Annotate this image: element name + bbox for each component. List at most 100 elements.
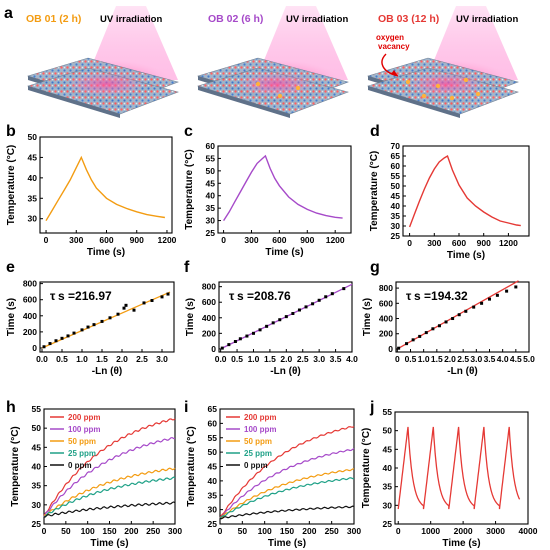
legend-label: 0 ppm bbox=[244, 461, 268, 470]
chart-e: e 0.0 0.5 1.0 1.5 2.0 2.5 3.0 0 200 400 600 800 -Ln (… bbox=[6, 259, 175, 377]
x-tick-label: 3.5 bbox=[330, 354, 342, 364]
x-tick-label: 900 bbox=[130, 235, 144, 245]
x-tick-label: 4.5 bbox=[510, 354, 522, 364]
x-tick-label: 300 bbox=[347, 526, 361, 536]
oxygen-vacancy-dot bbox=[421, 93, 427, 99]
x-tick-label: 100 bbox=[81, 526, 95, 536]
x-tick-label: 1200 bbox=[158, 235, 177, 245]
y-tick-label: 600 bbox=[23, 295, 37, 305]
x-tick-label: 1200 bbox=[326, 235, 345, 245]
x-tick-label: 1200 bbox=[499, 238, 518, 248]
x-tick-label: 0 bbox=[221, 235, 226, 245]
y-tick-label: 50 bbox=[383, 426, 393, 436]
oxygen-vacancy-dot bbox=[277, 93, 283, 99]
panel-label-c: c bbox=[184, 123, 193, 140]
y-tick-label: 25 bbox=[383, 519, 393, 529]
x-tick-label: 1.5 bbox=[264, 354, 276, 364]
panel-label-j: j bbox=[369, 399, 374, 416]
y-tick-label: 50 bbox=[206, 166, 216, 176]
oxygen-vacancy-dot bbox=[463, 77, 469, 83]
lattice-edge bbox=[28, 86, 120, 118]
y-tick-label: 60 bbox=[391, 161, 401, 171]
data-point bbox=[258, 328, 262, 332]
x-tick-label: 1000 bbox=[421, 526, 440, 536]
x-tick-label: 3.5 bbox=[484, 354, 496, 364]
uv-spot bbox=[406, 72, 486, 96]
x-tick-label: 50 bbox=[238, 526, 248, 536]
y-tick-label: 800 bbox=[23, 279, 37, 289]
data-point bbox=[124, 303, 128, 307]
chart-g: g 0 0.5 1.0 1.5 2.0 2.5 3.0 3.5 4.0 4.5 5.0 0 200 400 6… bbox=[362, 259, 535, 377]
legend-label: 50 ppm bbox=[68, 437, 96, 446]
uv-label-3: UV irradiation bbox=[456, 14, 518, 25]
y-tick-label: 30 bbox=[206, 216, 216, 226]
x-axis-label: Time (s) bbox=[442, 538, 480, 549]
oxygen-vacancy-dot bbox=[475, 91, 481, 97]
x-tick-label: 150 bbox=[280, 526, 294, 536]
x-tick-label: 150 bbox=[102, 526, 116, 536]
x-tick-label: 2.0 bbox=[116, 354, 128, 364]
x-tick-label: 3.0 bbox=[156, 354, 168, 364]
x-tick-label: 0 bbox=[407, 238, 412, 248]
x-tick-label: 100 bbox=[258, 526, 272, 536]
y-tick-label: 40 bbox=[208, 476, 218, 486]
oxygen-vacancy-dot bbox=[435, 83, 441, 89]
x-tick-label: 2000 bbox=[454, 526, 473, 536]
y-tick-label: 60 bbox=[208, 418, 218, 428]
x-tick-label: 300 bbox=[244, 235, 258, 245]
data-point bbox=[42, 345, 46, 349]
data-point bbox=[424, 331, 428, 335]
y-tick-label: 40 bbox=[206, 191, 216, 201]
series-50-ppm bbox=[43, 467, 176, 516]
x-tick-label: 250 bbox=[325, 526, 339, 536]
annotation-vacancy: vacancy bbox=[378, 42, 410, 51]
slab-illustration-2 bbox=[196, 6, 349, 118]
x-tick-label: 250 bbox=[146, 526, 160, 536]
panel-label-a: a bbox=[4, 5, 13, 22]
x-tick-label: 900 bbox=[477, 238, 491, 248]
legend-label: 50 ppm bbox=[244, 437, 272, 446]
chart-h: h 0 50 100 150 200 250 300 25 30 35 40 45 50 55 Time (s… bbox=[6, 399, 182, 549]
data-point bbox=[271, 321, 275, 325]
series-line bbox=[45, 155, 166, 222]
y-tick-label: 30 bbox=[391, 221, 401, 231]
chart-f: f 0.0 0.5 1.0 1.5 2.0 2.5 3.0 3.5 4.0 0 200 400 600 80… bbox=[184, 259, 358, 377]
y-tick-label: 40 bbox=[383, 463, 393, 473]
x-tick-label: 3000 bbox=[486, 526, 505, 536]
y-tick-label: 35 bbox=[208, 490, 218, 500]
legend-label: 25 ppm bbox=[68, 449, 96, 458]
data-point bbox=[80, 328, 84, 332]
panel-label-f: f bbox=[184, 259, 190, 276]
data-point bbox=[66, 334, 70, 338]
y-tick-label: 40 bbox=[391, 201, 401, 211]
data-point bbox=[233, 340, 237, 343]
data-point bbox=[495, 293, 499, 297]
x-tick-label: 600 bbox=[452, 238, 466, 248]
x-tick-label: 3.0 bbox=[470, 354, 482, 364]
lattice-edge bbox=[368, 86, 460, 118]
y-tick-label: 50 bbox=[391, 181, 401, 191]
x-tick-label: 0.0 bbox=[215, 354, 227, 364]
data-point bbox=[220, 346, 224, 350]
axes-frame bbox=[395, 281, 530, 353]
data-point bbox=[100, 319, 104, 323]
x-tick-label: 300 bbox=[427, 238, 441, 248]
data-point bbox=[245, 334, 249, 338]
slab-illustration-1 bbox=[26, 6, 179, 118]
data-point bbox=[265, 324, 269, 328]
oxygen-vacancy-dot bbox=[295, 85, 301, 91]
chart-c: c 0 300 600 900 1200 25 30 35 40 45 50 55 60 Time (s) T… bbox=[184, 123, 352, 258]
data-point bbox=[291, 312, 295, 315]
x-tick-label: 200 bbox=[302, 526, 316, 536]
y-tick-label: 0 bbox=[211, 344, 216, 354]
data-point bbox=[472, 305, 476, 309]
data-point bbox=[122, 306, 126, 310]
legend-label: 100 ppm bbox=[68, 425, 100, 434]
x-tick-label: 3.0 bbox=[313, 354, 325, 364]
y-axis-label: Time (s) bbox=[6, 298, 17, 336]
x-tick-label: 2.0 bbox=[444, 354, 456, 364]
y-tick-label: 30 bbox=[383, 500, 393, 510]
y-tick-label: 25 bbox=[206, 228, 216, 238]
x-tick-label: 900 bbox=[300, 235, 314, 245]
axes-frame bbox=[217, 145, 352, 234]
